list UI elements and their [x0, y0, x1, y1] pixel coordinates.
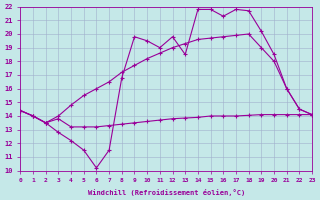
- X-axis label: Windchill (Refroidissement éolien,°C): Windchill (Refroidissement éolien,°C): [88, 189, 245, 196]
